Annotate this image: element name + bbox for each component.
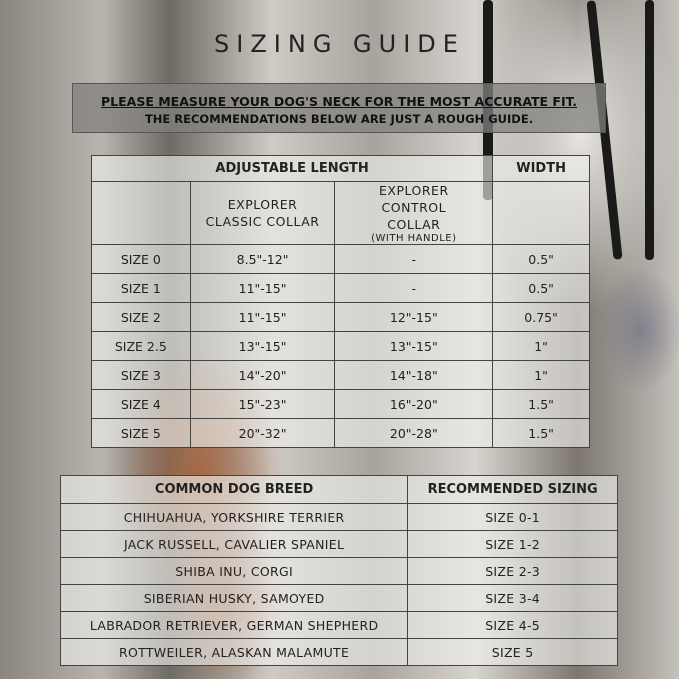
breed-cell-sizing: SIZE 4-5 [407, 611, 618, 639]
breed-cell-sizing: SIZE 2-3 [407, 557, 618, 585]
size-row: SIZE 1 11"-15" -0.5" [91, 273, 590, 303]
breed-row: SIBERIAN HUSKY, SAMOYED SIZE 3-4 [59, 584, 618, 612]
breed-cell-breed: JACK RUSSELL, CAVALIER SPANIEL [59, 530, 409, 558]
size-cell-classic: 15"-23" [189, 389, 336, 419]
size-cell-control: - [334, 244, 494, 274]
size-cell-size: SIZE 0 [91, 244, 191, 274]
breed-row: SHIBA INU, CORGI SIZE 2-3 [59, 557, 618, 585]
size-cell-classic: 13"-15" [189, 331, 336, 361]
size-cell-width: 1" [492, 331, 590, 361]
size-column-header [91, 181, 191, 245]
breed-row: LABRADOR RETRIEVER, GERMAN SHEPHERD SIZE … [59, 611, 618, 639]
adjustable-length-header: ADJUSTABLE LENGTH [90, 155, 494, 182]
size-cell-width: 0.5" [492, 244, 590, 274]
breed-cell-breed: SIBERIAN HUSKY, SAMOYED [59, 584, 409, 612]
size-cell-control: - [334, 273, 494, 303]
size-cell-width: 0.75" [492, 302, 590, 332]
size-row: SIZE 0 8.5"-12" -0.5" [91, 244, 590, 274]
size-cell-classic: 11"-15" [189, 273, 336, 303]
control-collar-note: (WITH HANDLE) [371, 233, 457, 244]
leash-strap [645, 0, 654, 260]
note-line-2: THE RECOMMENDATIONS BELOW ARE JUST A ROU… [144, 112, 534, 126]
breed-row: CHIHUAHUA, YORKSHIRE TERRIER SIZE 0-1 [59, 503, 618, 531]
size-cell-width: 1" [492, 360, 590, 390]
breed-row: ROTTWEILER, ALASKAN MALAMUTE SIZE 5 [59, 638, 618, 666]
size-cell-size: SIZE 3 [91, 360, 191, 390]
size-table: ADJUSTABLE LENGTH WIDTH EXPLORER CLASSIC… [90, 155, 590, 448]
width-header: WIDTH [492, 155, 590, 182]
breed-cell-breed: LABRADOR RETRIEVER, GERMAN SHEPHERD [59, 611, 409, 639]
breed-row: JACK RUSSELL, CAVALIER SPANIEL SIZE 1-2 [59, 530, 618, 558]
size-row: SIZE 2 11"-15" 12"-15" 0.75" [91, 302, 590, 332]
classic-collar-header: EXPLORER CLASSIC COLLAR [189, 181, 336, 245]
control-collar-header: EXPLORER CONTROL COLLAR (WITH HANDLE) [334, 181, 494, 245]
control-collar-label: EXPLORER CONTROL COLLAR [379, 183, 449, 232]
size-row: SIZE 5 20"-32" 20"-28" 1.5" [91, 418, 590, 448]
breed-cell-sizing: SIZE 3-4 [407, 584, 618, 612]
breed-cell-sizing: SIZE 1-2 [407, 530, 618, 558]
breed-cell-breed: ROTTWEILER, ALASKAN MALAMUTE [59, 638, 409, 666]
size-cell-size: SIZE 2 [91, 302, 191, 332]
breed-header: COMMON DOG BREED [59, 475, 409, 504]
breed-cell-sizing: SIZE 5 [407, 638, 618, 666]
size-row: SIZE 3 14"-20" 14"-18" 1" [91, 360, 590, 390]
width-subheader [492, 181, 590, 245]
page-title: SIZING GUIDE [214, 30, 465, 58]
size-cell-control: 12"-15" [334, 302, 494, 332]
size-cell-width: 1.5" [492, 418, 590, 448]
breed-cell-breed: CHIHUAHUA, YORKSHIRE TERRIER [59, 503, 409, 531]
breed-cell-breed: SHIBA INU, CORGI [59, 557, 409, 585]
size-row: SIZE 2.5 13"-15" 13"-15" 1" [91, 331, 590, 361]
size-cell-classic: 14"-20" [189, 360, 336, 390]
breed-cell-sizing: SIZE 0-1 [407, 503, 618, 531]
size-cell-control: 16"-20" [334, 389, 494, 419]
size-cell-width: 1.5" [492, 389, 590, 419]
size-cell-classic: 11"-15" [189, 302, 336, 332]
size-row: SIZE 4 15"-23" 16"-20" 1.5" [91, 389, 590, 419]
sizing-header: RECOMMENDED SIZING [407, 475, 618, 504]
breed-table: COMMON DOG BREED RECOMMENDED SIZING CHIH… [59, 475, 618, 666]
size-cell-size: SIZE 1 [91, 273, 191, 303]
size-cell-control: 20"-28" [334, 418, 494, 448]
measure-note: PLEASE MEASURE YOUR DOG'S NECK FOR THE M… [72, 83, 606, 133]
size-cell-size: SIZE 2.5 [91, 331, 191, 361]
size-cell-classic: 8.5"-12" [189, 244, 336, 274]
size-cell-control: 13"-15" [334, 331, 494, 361]
note-line-1: PLEASE MEASURE YOUR DOG'S NECK FOR THE M… [100, 94, 578, 109]
size-cell-size: SIZE 5 [91, 418, 191, 448]
size-cell-classic: 20"-32" [189, 418, 336, 448]
size-cell-width: 0.5" [492, 273, 590, 303]
size-cell-size: SIZE 4 [91, 389, 191, 419]
size-cell-control: 14"-18" [334, 360, 494, 390]
